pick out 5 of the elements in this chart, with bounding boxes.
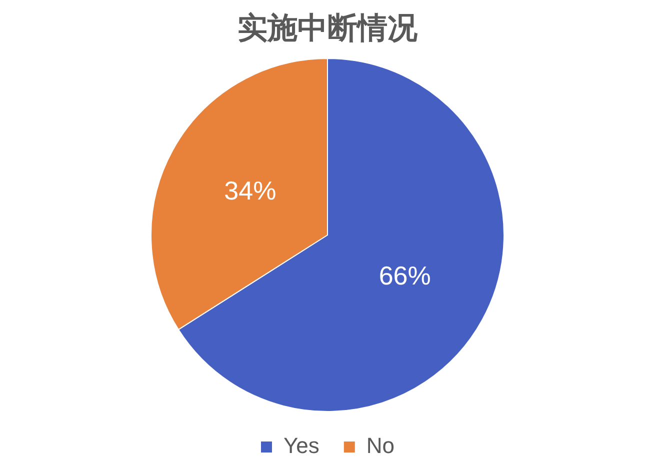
data-label: 66% [378,260,431,291]
data-label: 34% [224,176,276,206]
legend-label: Yes [283,433,320,458]
chart-title: 实施中断情况 [238,10,418,46]
legend-label: No [366,433,395,458]
